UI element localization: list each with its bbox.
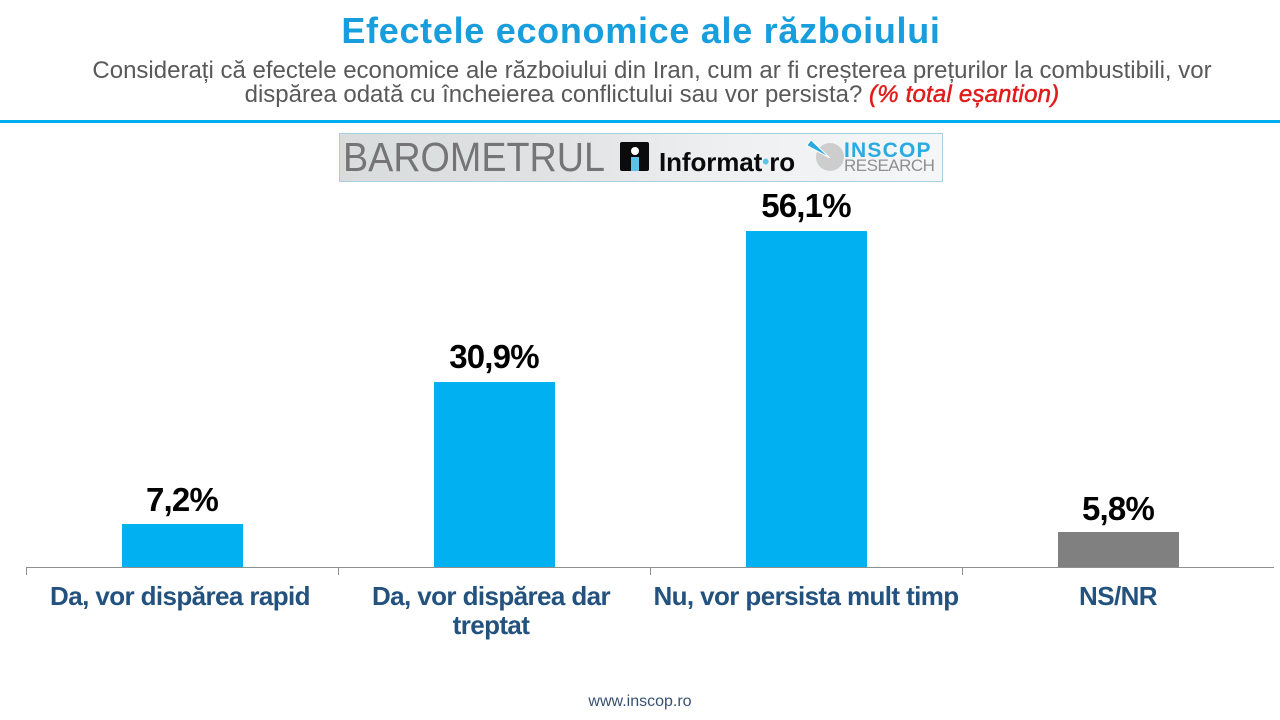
svg-text:RESEARCH: RESEARCH bbox=[844, 156, 934, 175]
svg-text:INSCOP: INSCOP bbox=[844, 139, 932, 162]
